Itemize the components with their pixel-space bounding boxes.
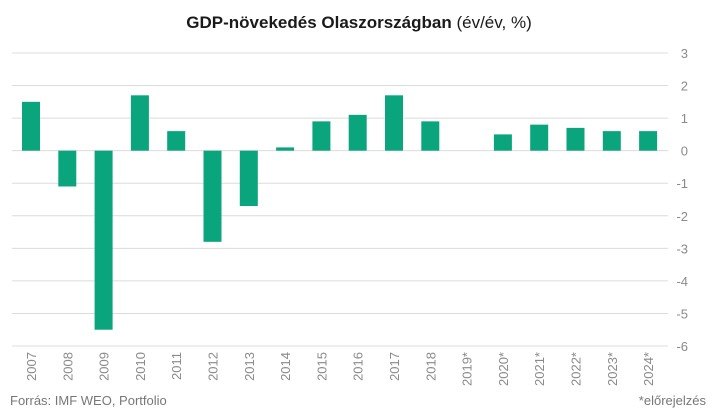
x-tick-label: 2017 [387,352,402,381]
x-tick-label: 2013 [242,352,257,381]
x-tick-labels: 2007 2008 2009 2010 2011 2012 2013 2014 2015 2016… [24,352,656,386]
bar [239,150,258,207]
x-tick-label: 2023* [605,352,620,386]
bar [493,134,512,151]
y-tick-label: 2 [681,79,688,94]
y-tick-label: 1 [681,111,688,126]
y-tick-label: -2 [676,209,688,224]
bar [276,147,295,151]
forecast-note: *előrejelzés [638,393,706,408]
bar [639,131,658,151]
bar [22,101,40,151]
source-note: Forrás: IMF WEO, Portfolio [10,393,167,408]
bar [130,95,149,151]
bar [203,150,222,242]
bar [312,121,331,151]
grid-lines [12,52,668,347]
bar [566,127,585,151]
x-tick-label: 2012 [206,352,221,381]
bar [94,150,113,330]
x-tick-label: 2018 [423,352,438,381]
y-tick-label: -4 [676,274,688,289]
x-tick-label: 2007 [24,352,39,381]
y-tick-label: -1 [676,176,688,191]
x-tick-label: 2015 [314,352,329,381]
y-tick-label: -3 [676,241,688,256]
y-tick-label: -6 [676,339,688,354]
bar [421,121,440,151]
bar [58,150,77,187]
y-tick-labels: 3 2 1 0 -1 -2 -3 -4 -5 -6 [676,46,688,354]
x-tick-label: 2008 [60,352,75,381]
x-tick-label: 2024* [641,352,656,386]
bar [530,124,549,151]
x-tick-label: 2020* [496,352,511,386]
bar [167,131,186,151]
x-tick-label: 2022* [569,352,584,386]
x-tick-label: 2016 [351,352,366,381]
x-tick-label: 2014 [278,352,293,381]
x-tick-label: 2009 [97,352,112,381]
bars [22,95,658,330]
x-tick-label: 2019* [460,352,475,386]
x-tick-label: 2011 [169,352,184,380]
bar [348,114,367,151]
y-tick-label: 0 [681,144,688,159]
chart-title-unit: (év/év, %) [451,13,532,32]
chart-title: GDP-növekedés Olaszországban (év/év, %) [0,13,718,33]
bar [385,95,403,151]
bar [602,131,621,151]
chart-title-main: GDP-növekedés Olaszországban [186,13,452,32]
y-tick-label: 3 [681,46,688,61]
x-tick-label: 2021* [532,352,547,386]
x-tick-label: 2010 [133,352,148,381]
y-tick-label: -5 [676,306,688,321]
